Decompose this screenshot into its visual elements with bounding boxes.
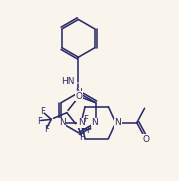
Text: O: O (76, 92, 83, 101)
Text: N: N (91, 118, 98, 127)
Text: N: N (59, 118, 66, 127)
Text: F: F (44, 125, 49, 134)
Text: N: N (115, 118, 121, 127)
Text: F: F (79, 133, 84, 142)
Text: N: N (78, 118, 84, 127)
Text: F: F (37, 117, 42, 126)
Text: F: F (40, 107, 45, 116)
Text: F: F (87, 126, 91, 135)
Text: O: O (142, 135, 149, 144)
Text: N: N (75, 88, 82, 97)
Text: F: F (83, 115, 88, 124)
Text: HN: HN (61, 77, 74, 86)
